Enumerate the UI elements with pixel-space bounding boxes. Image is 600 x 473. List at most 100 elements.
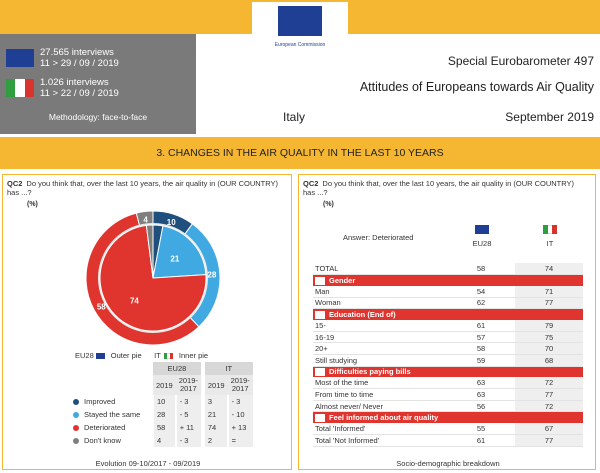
category-icon — [315, 276, 325, 285]
eu-value: 61 — [447, 434, 515, 447]
row-label: Man — [313, 285, 447, 298]
row-label: TOTAL — [313, 263, 447, 276]
row-label: Woman — [313, 297, 447, 310]
survey-name: Special Eurobarometer 497 — [447, 54, 594, 68]
col-eu-2019: 2019 — [153, 375, 176, 395]
it-change-value: - 3 — [226, 395, 253, 408]
category-icon — [315, 311, 325, 320]
eu-value: 59 — [447, 354, 515, 367]
inner-slice-1 — [152, 225, 207, 279]
eu-2019-value: 10 — [152, 395, 176, 408]
breakdown-table: TOTAL 58 74 Gender Man 54 71 Woman 62 77 Education… — [313, 263, 583, 447]
eu-change-value: - 3 — [174, 434, 203, 447]
category-icon — [315, 414, 325, 423]
col-it: IT — [546, 239, 554, 248]
row-label: From time to time — [313, 388, 447, 401]
eu-change-value: - 5 — [174, 408, 203, 421]
it-value: 67 — [515, 422, 583, 436]
col-eu-change: 2019-2017 — [175, 375, 203, 395]
pie-chart: 10 28 58 4 21 74 — [85, 210, 221, 346]
eu-value: 63 — [447, 377, 515, 390]
it-value: 74 — [515, 263, 583, 276]
unit-label: (%) — [323, 201, 334, 208]
report-title: Attitudes of Europeans towards Air Quali… — [359, 80, 594, 94]
category-header: Education (End of) — [313, 308, 583, 320]
eu-value: 56 — [447, 400, 515, 413]
evolution-table: EU28 IT 2019 2019-2017 2019 2019-2017 Im… — [71, 362, 253, 447]
legend-dot-icon — [73, 412, 79, 419]
col-eu28: EU28 — [153, 362, 203, 375]
col-eu28: EU28 — [472, 239, 492, 248]
it-value: 77 — [515, 434, 583, 447]
inner-slice-2 — [99, 224, 207, 332]
eu-flag-icon — [6, 49, 34, 67]
evolution-panel: QC2 Do you think that, over the last 10 y… — [2, 174, 292, 470]
table-row: 16-19 57 75 — [313, 331, 583, 344]
eu-change-value: + 11 — [174, 421, 203, 434]
category-header: Gender — [313, 274, 583, 286]
eu-2019-value: 28 — [152, 408, 176, 421]
outer-data-label-3: 4 — [143, 215, 148, 224]
category-label: Education (End of) — [329, 310, 396, 320]
eu-value: 57 — [447, 331, 515, 344]
interviews-box: 27.565 interviews 11 > 29 / 09 / 2019 1.… — [0, 34, 196, 134]
table-row: From time to time 63 77 — [313, 388, 583, 401]
eu-value: 58 — [447, 342, 515, 356]
legend-outer-text: Outer pie — [110, 351, 142, 360]
it-value: 68 — [515, 354, 583, 367]
question-header: QC2 Do you think that, over the last 10 y… — [303, 179, 583, 197]
legend-dot-icon — [73, 399, 79, 406]
european-commission-logo: European Commission — [252, 2, 348, 64]
outer-data-label-2: 58 — [97, 302, 106, 311]
table-row: Almost never/ Never 56 72 — [313, 400, 583, 413]
inner-data-label-2: 74 — [130, 296, 139, 305]
row-label: Most of the time — [313, 377, 447, 390]
methodology: Methodology: face-to-face — [48, 112, 148, 122]
eu-flag-icon — [95, 353, 105, 360]
it-value: 71 — [515, 285, 583, 298]
row-label: Total 'Not Informed' — [313, 434, 447, 447]
it-value: 77 — [515, 297, 583, 310]
it-change-value: = — [226, 434, 253, 447]
breakdown-panel: QC2 Do you think that, over the last 10 y… — [298, 174, 596, 470]
eu-2019-value: 58 — [152, 421, 176, 434]
question-code: QC2 — [303, 179, 319, 188]
eu-flag-icon — [475, 225, 489, 234]
col-it-change: 2019-2017 — [227, 375, 253, 395]
italy-flag-icon — [163, 353, 173, 360]
breakdown-footer: Socio-demographic breakdown — [396, 459, 500, 468]
question-code: QC2 — [7, 179, 23, 188]
it-change-value: + 13 — [226, 421, 253, 434]
category-label: Gender — [329, 275, 356, 285]
table-row: Still studying 59 68 — [313, 354, 583, 367]
category-label: Feel informed about air quality — [329, 413, 439, 423]
it-value: 72 — [515, 377, 583, 390]
table-row: TOTAL 58 74 — [313, 263, 583, 276]
italy-flag-icon — [6, 79, 34, 97]
unit-label: (%) — [27, 201, 38, 208]
outer-data-label-1: 28 — [207, 270, 216, 279]
legend-dot-icon — [73, 438, 79, 445]
it-2019-value: 21 — [200, 408, 228, 421]
it-value: 70 — [515, 342, 583, 356]
row-label: 15- — [313, 319, 447, 332]
country-name: Italy — [283, 110, 306, 124]
inner-slice-3 — [145, 224, 154, 279]
eu-interviews-count: 27.565 interviews — [40, 47, 114, 58]
it-value: 77 — [515, 388, 583, 401]
inner-data-label-1: 21 — [170, 255, 179, 264]
table-row: Deteriorated 58 + 11 74 + 13 — [71, 421, 253, 434]
row-label: Total 'Informed' — [313, 422, 447, 436]
row-label: Still studying — [313, 354, 447, 367]
table-row: 20+ 58 70 — [313, 342, 583, 356]
category-label: Deteriorated — [84, 423, 126, 432]
it-interviews-dates: 11 > 22 / 09 / 2019 — [40, 88, 119, 99]
eu-value: 61 — [447, 319, 515, 332]
table-row: Don't know 4- 3 2 = — [71, 434, 253, 447]
legend-inner-name: IT — [154, 351, 161, 360]
eu-value: 55 — [447, 422, 515, 436]
category-header: Feel informed about air quality — [313, 411, 583, 423]
category-label: Stayed the same — [84, 410, 141, 419]
table-row: Most of the time 63 72 — [313, 377, 583, 390]
